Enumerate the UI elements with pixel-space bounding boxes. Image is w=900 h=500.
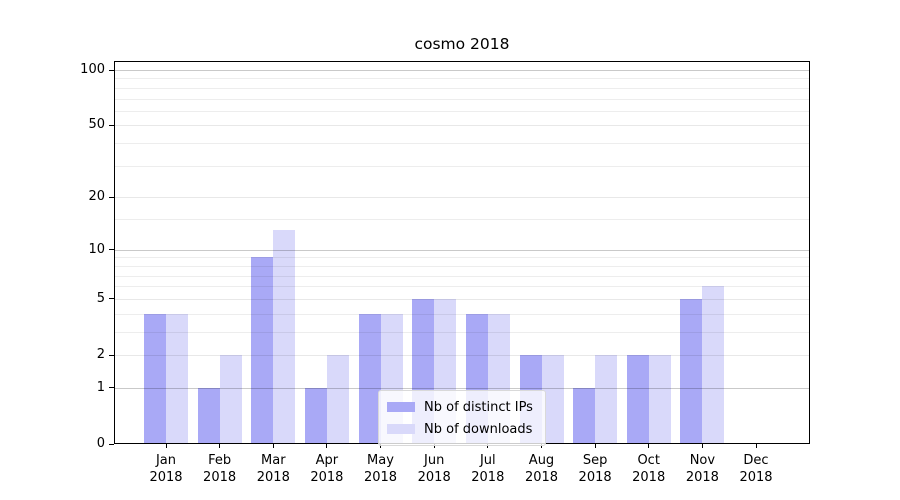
gridline-7	[115, 275, 809, 277]
bar-nov-2018-downloads	[702, 286, 725, 443]
bar-feb-2018-distinct-ips	[197, 387, 220, 443]
x-tick-aug-2018	[541, 444, 542, 448]
x-tick-label-jun-2018: Jun 2018	[417, 453, 451, 485]
y-tick-label-10: 10	[88, 241, 105, 257]
gridline-80	[115, 87, 809, 89]
x-tick-label-jul-2018: Jul 2018	[471, 453, 505, 485]
bar-aug-2018-downloads	[541, 355, 564, 443]
legend-item-distinct-ips: Nb of distinct IPs	[387, 396, 533, 418]
x-tick-oct-2018	[648, 444, 650, 448]
legend-label-downloads: Nb of downloads	[424, 421, 533, 437]
legend-swatch-distinct-ips	[387, 402, 415, 412]
bar-mar-2018-downloads	[273, 230, 296, 443]
y-tick-label-100: 100	[80, 62, 105, 77]
bar-may-2018-distinct-ips	[358, 313, 381, 443]
gridline-100	[115, 70, 809, 71]
x-tick-label-oct-2018: Oct 2018	[632, 453, 666, 485]
y-tick-label-5: 5	[96, 290, 105, 306]
legend-swatch-downloads	[387, 424, 415, 434]
x-tick-feb-2018	[219, 444, 221, 448]
gridline-9	[115, 257, 809, 259]
bar-sep-2018-distinct-ips	[573, 387, 596, 443]
x-tick-label-nov-2018: Nov 2018	[685, 453, 719, 485]
x-tick-label-sep-2018: Sep 2018	[578, 453, 612, 485]
gridline-5	[115, 298, 809, 300]
gridline-6	[115, 286, 809, 288]
gridline-30	[115, 165, 809, 167]
y-tick-1	[109, 387, 114, 389]
bar-mar-2018-distinct-ips	[251, 257, 274, 443]
bar-apr-2018-distinct-ips	[304, 387, 327, 443]
y-tick-label-1: 1	[96, 379, 105, 395]
bar-oct-2018-distinct-ips	[626, 355, 649, 443]
y-tick-5	[109, 298, 114, 300]
x-tick-mar-2018	[272, 444, 274, 448]
x-tick-nov-2018	[701, 444, 703, 448]
x-tick-label-jan-2018: Jan 2018	[149, 453, 183, 485]
y-tick-50	[109, 124, 114, 126]
y-tick-2	[109, 354, 114, 356]
bar-apr-2018-downloads	[326, 355, 349, 443]
bar-jan-2018-distinct-ips	[144, 313, 166, 443]
y-tick-label-0: 0	[96, 436, 105, 451]
x-tick-dec-2018	[755, 444, 757, 448]
bar-sep-2018-downloads	[595, 355, 618, 443]
gridline-8	[115, 265, 809, 267]
y-tick-label-50: 50	[88, 117, 105, 133]
x-tick-label-mar-2018: Mar 2018	[256, 453, 290, 485]
y-tick-100	[109, 69, 114, 71]
x-tick-label-aug-2018: Aug 2018	[524, 453, 559, 485]
bar-feb-2018-downloads	[219, 355, 242, 443]
x-tick-jan-2018	[165, 444, 167, 448]
gridline-50	[115, 125, 809, 127]
gridline-15	[115, 219, 809, 221]
gridline-4	[115, 313, 809, 315]
gridline-10	[115, 249, 809, 251]
x-tick-apr-2018	[326, 444, 328, 448]
plot-area	[114, 61, 810, 444]
chart-title: cosmo 2018	[414, 35, 510, 53]
x-tick-label-dec-2018: Dec 2018	[739, 453, 773, 485]
y-tick-label-2: 2	[96, 347, 105, 362]
x-tick-may-2018	[380, 444, 381, 448]
x-tick-jul-2018	[487, 444, 489, 448]
gridline-20	[115, 197, 809, 199]
gridline-60	[115, 110, 809, 112]
gridline-40	[115, 143, 809, 145]
legend-label-distinct-ips: Nb of distinct IPs	[424, 399, 533, 415]
bar-oct-2018-downloads	[648, 355, 671, 443]
legend-item-downloads: Nb of downloads	[387, 418, 533, 440]
x-tick-label-may-2018: May 2018	[363, 453, 398, 485]
bar-nov-2018-distinct-ips	[680, 298, 703, 443]
gridline-2	[115, 355, 809, 356]
x-tick-sep-2018	[594, 444, 596, 448]
gridline-3	[115, 331, 809, 333]
x-tick-label-apr-2018: Apr 2018	[310, 453, 344, 485]
y-tick-20	[109, 196, 114, 198]
bar-jan-2018-downloads	[166, 313, 188, 443]
gridline-70	[115, 98, 809, 100]
y-tick-label-20: 20	[88, 189, 105, 205]
legend: Nb of distinct IPs Nb of downloads	[378, 390, 546, 446]
x-tick-label-feb-2018: Feb 2018	[203, 453, 237, 485]
y-tick-10	[109, 249, 114, 251]
gridline-1	[115, 387, 809, 389]
y-tick-0	[109, 443, 114, 445]
gridline-90	[115, 78, 809, 80]
x-tick-jun-2018	[433, 444, 435, 448]
